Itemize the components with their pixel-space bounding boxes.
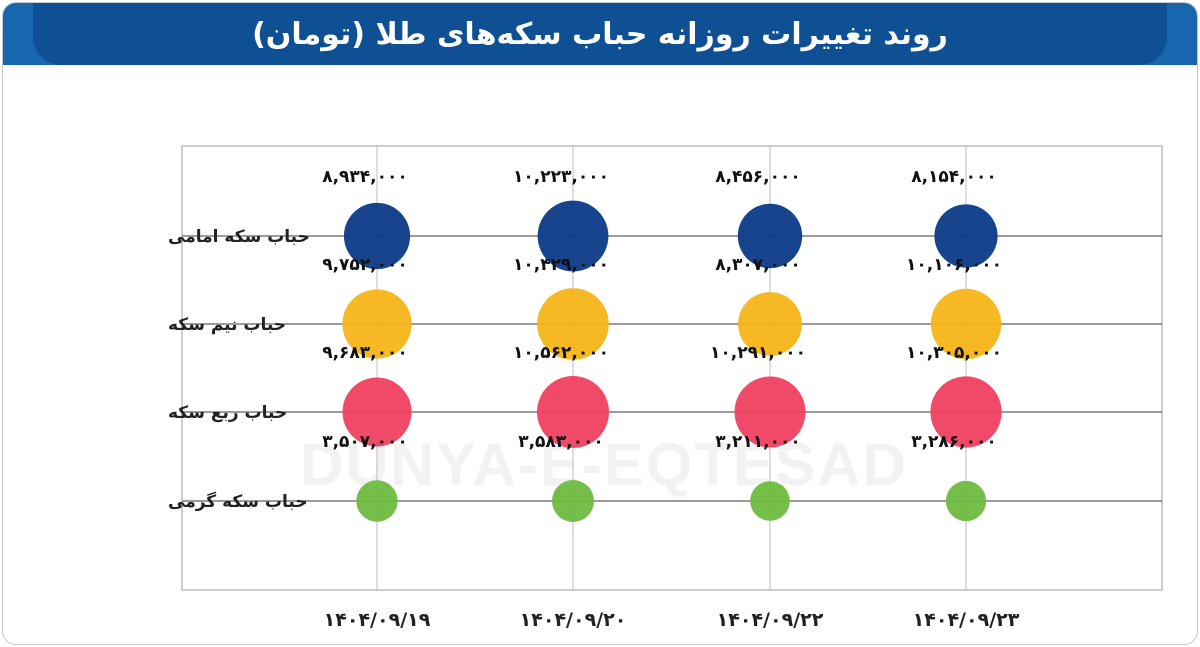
x-tick-label: ۱۴۰۴/۰۹/۲۰ <box>520 609 627 631</box>
bubble-point <box>737 203 803 269</box>
x-tick-label: ۱۴۰۴/۰۹/۱۹ <box>324 609 431 631</box>
header-bar: روند تغییرات روزانه حباب سکه‌های طلا (تو… <box>3 3 1197 65</box>
data-label: ۱۰,۳۰۵,۰۰۰ <box>906 343 1002 363</box>
bubble-point <box>930 376 1002 448</box>
data-label: ۱۰,۲۲۳,۰۰۰ <box>513 167 609 187</box>
bubble-point <box>342 289 412 359</box>
bubble-point <box>537 288 609 360</box>
bubble-point <box>343 202 411 270</box>
data-label: ۸,۱۵۴,۰۰۰ <box>911 167 997 187</box>
plot-area-border <box>181 145 1163 591</box>
data-label: ۸,۹۳۴,۰۰۰ <box>322 167 408 187</box>
data-label: ۳,۵۰۷,۰۰۰ <box>322 432 408 452</box>
data-label: ۳,۲۸۶,۰۰۰ <box>911 432 997 452</box>
bubble-point <box>342 377 412 447</box>
data-label: ۱۰,۴۲۹,۰۰۰ <box>513 255 609 275</box>
bubble-point <box>734 376 806 448</box>
data-label: ۱۰,۲۹۱,۰۰۰ <box>710 343 806 363</box>
x-tick-label: ۱۴۰۴/۰۹/۲۳ <box>913 609 1020 631</box>
y-tick-label: حباب سکه گرمی <box>168 491 308 512</box>
bubble-point <box>552 480 594 522</box>
data-label: ۱۰,۵۶۲,۰۰۰ <box>513 343 609 363</box>
data-label: ۹,۷۵۲,۰۰۰ <box>322 255 408 275</box>
bubble-point <box>356 480 398 522</box>
bubble-point <box>934 204 998 268</box>
watermark: DUNYA-E-EQTESAD <box>300 431 908 498</box>
data-label: ۳,۲۱۱,۰۰۰ <box>715 432 801 452</box>
data-label: ۹,۶۸۳,۰۰۰ <box>322 343 408 363</box>
bubble-point <box>738 292 802 356</box>
data-label: ۸,۳۰۷,۰۰۰ <box>715 255 801 275</box>
y-tick-label: حباب ربع سکه <box>168 403 287 423</box>
x-tick-label: ۱۴۰۴/۰۹/۲۲ <box>717 609 824 631</box>
data-label: ۸,۴۵۶,۰۰۰ <box>715 167 801 187</box>
bubble-point <box>945 480 987 522</box>
bubble-point <box>750 481 790 521</box>
data-label: ۱۰,۱۰۶,۰۰۰ <box>906 255 1002 275</box>
bubble-point <box>537 200 609 272</box>
bubble-point <box>537 376 609 448</box>
data-label: ۳,۵۸۳,۰۰۰ <box>518 432 604 452</box>
bubble-point <box>930 288 1002 360</box>
y-tick-label: حباب نیم سکه <box>168 315 286 335</box>
y-tick-label: حباب سکه امامی <box>168 227 310 247</box>
chart-title: روند تغییرات روزانه حباب سکه‌های طلا (تو… <box>33 3 1167 65</box>
